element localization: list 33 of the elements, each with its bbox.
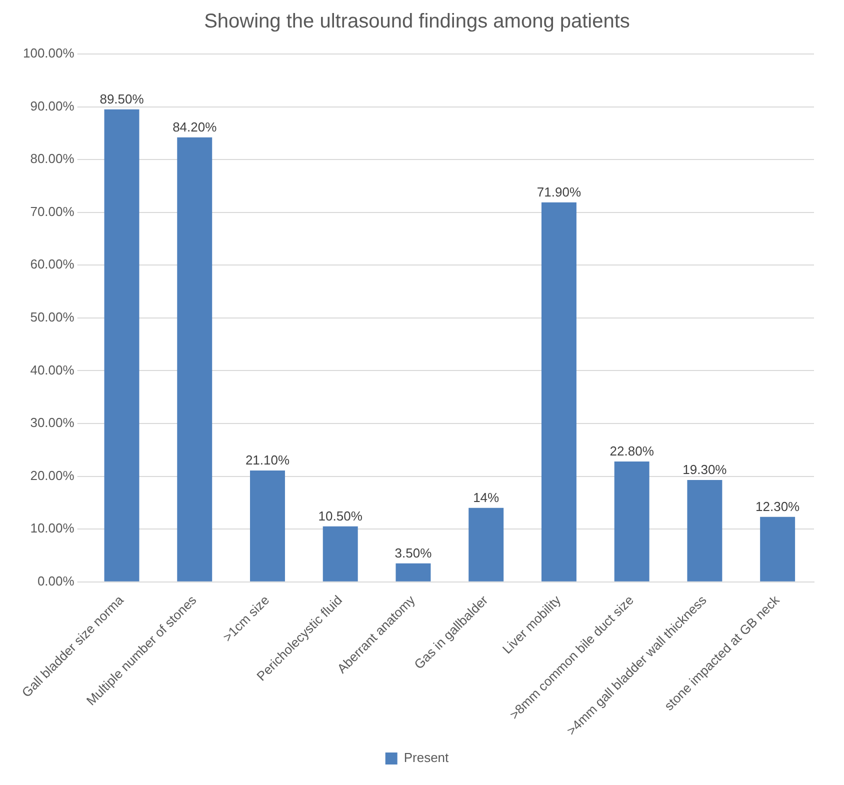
y-tick-label: 30.00% [30,415,75,430]
data-label: 19.30% [682,462,728,478]
data-label: 21.10% [245,452,290,468]
y-tick-label: 40.00% [30,362,75,378]
data-label: 89.50% [100,92,144,106]
data-label: 84.20% [172,119,218,134]
bar [468,508,504,582]
data-label: 22.80% [610,444,654,459]
data-label: 71.90% [536,184,582,200]
y-tick-label: 100.00% [22,46,75,61]
y-tick-label: 90.00% [30,98,75,114]
legend-label: Present [404,750,450,766]
bar [541,202,576,582]
bar [250,470,285,582]
bar [760,516,796,582]
bar [396,563,431,582]
data-label: 14% [473,490,500,506]
y-tick-label: 10.00% [30,520,75,536]
data-label: 12.30% [756,498,800,514]
bar [687,480,722,582]
chart-title: Showing the ultrasound findings among patients [204,10,630,33]
bar [104,109,140,582]
y-tick-label: 80.00% [30,151,75,166]
data-label: 10.50% [318,508,363,524]
y-tick-label: 70.00% [30,204,75,219]
data-label: 3.50% [394,545,432,560]
y-tick-label: 50.00% [30,309,75,324]
y-tick-label: 0.00% [37,573,75,588]
y-tick-label: 20.00% [30,468,75,483]
bar [177,137,212,582]
y-tick-label: 60.00% [30,256,75,272]
bar [614,461,650,582]
bar [322,526,358,582]
